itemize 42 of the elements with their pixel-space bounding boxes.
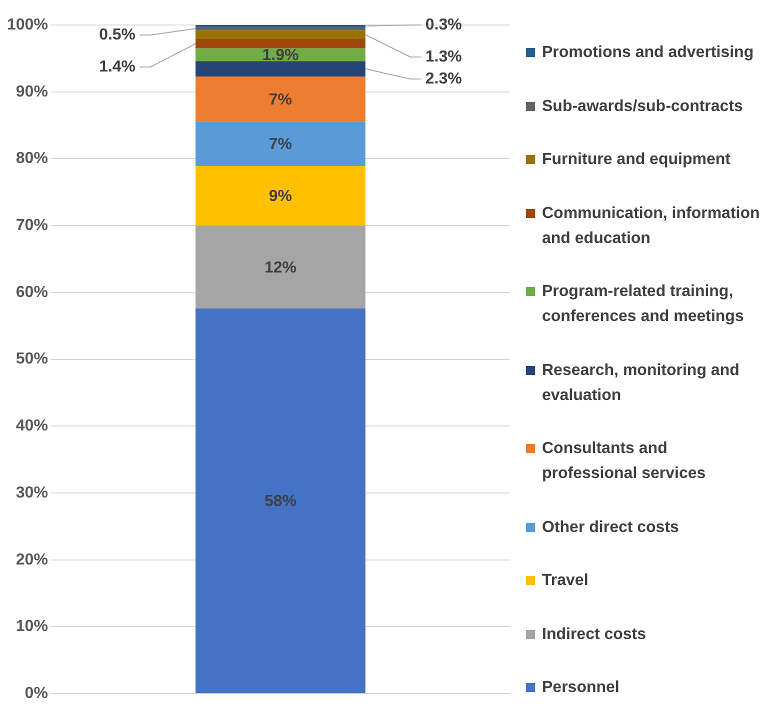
legend-label: Indirect costs [542, 624, 646, 644]
bar [196, 61, 366, 76]
y-tick-label: 70% [16, 216, 48, 234]
bar [196, 226, 366, 308]
data-label: 1.3% [425, 48, 462, 66]
data-label: 1.9% [262, 47, 299, 64]
legend-label: Sub-awards/sub-contracts [542, 96, 743, 116]
bar [196, 76, 366, 122]
data-label: 58% [264, 493, 296, 510]
bar [196, 166, 366, 226]
data-label: 7% [268, 91, 292, 108]
y-tick-label: 80% [16, 150, 48, 168]
y-tick-label: 40% [16, 418, 48, 435]
data-label: 7% [268, 136, 292, 154]
data-label: 2.3% [425, 70, 462, 88]
legend-label: Consultants and professional services [542, 439, 707, 484]
legend-label: Communication, information and education [542, 204, 761, 248]
bar [196, 39, 366, 48]
y-tick-label: 20% [16, 551, 48, 568]
data-label: 9% [268, 188, 292, 206]
y-tick-label: 60% [16, 284, 48, 301]
legend-label: Personnel [542, 678, 620, 698]
legend-label: Travel [542, 571, 588, 591]
y-tick-label: 50% [16, 350, 48, 368]
data-label: 1.4% [99, 58, 136, 76]
data-label: 12% [264, 259, 296, 276]
legend-label: Promotions and advertising [542, 43, 754, 63]
y-tick-label: 10% [16, 618, 48, 636]
bar [196, 30, 366, 40]
legend-label: Other direct costs [542, 518, 679, 538]
data-label: 0.5% [99, 26, 136, 44]
y-tick-label: 90% [16, 83, 48, 100]
y-tick-label: 0% [24, 685, 48, 702]
bar [196, 27, 366, 30]
y-tick-label: 30% [16, 484, 48, 502]
bar [196, 121, 366, 166]
y-tick-label: 100% [7, 16, 48, 34]
legend-label: Furniture and equipment [542, 150, 730, 170]
legend-label: Research, monitoring and evaluation [542, 360, 740, 406]
legend-label: Program-related training, conferences and meetings [542, 282, 745, 327]
bar [196, 308, 366, 694]
data-label: 0.3% [425, 16, 462, 34]
